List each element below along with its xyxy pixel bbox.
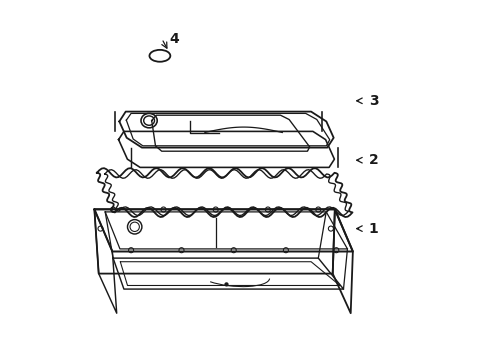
Circle shape xyxy=(224,283,227,286)
Text: 3: 3 xyxy=(368,94,378,108)
Text: 2: 2 xyxy=(368,153,378,167)
Text: 1: 1 xyxy=(368,222,378,235)
Text: 4: 4 xyxy=(168,32,178,45)
